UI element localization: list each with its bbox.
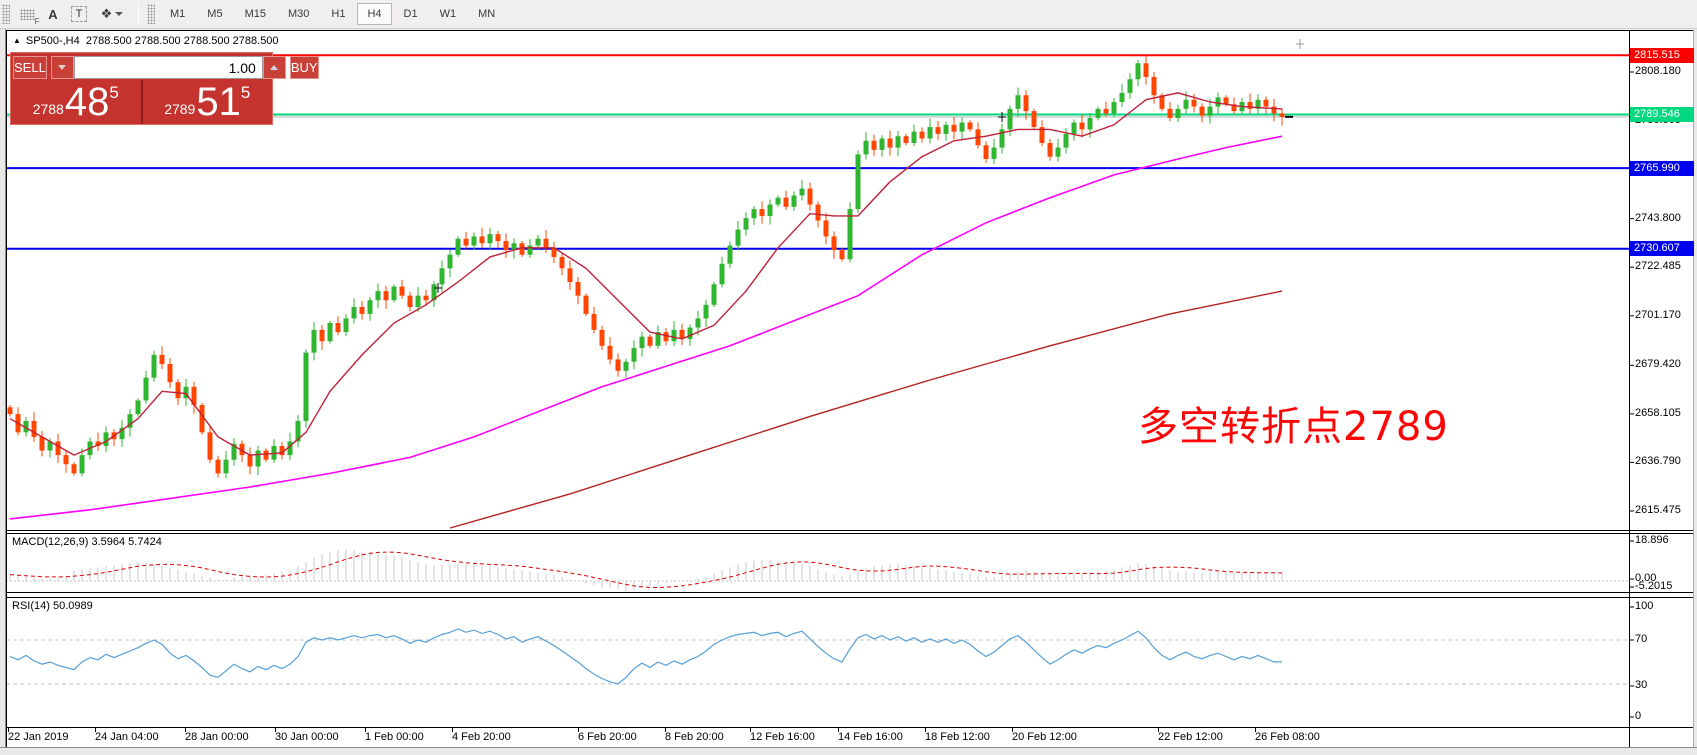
timeframe-m15[interactable]: M15 — [235, 3, 276, 25]
ohlc-values: 2788.500 2788.500 2788.500 2788.500 — [85, 35, 279, 47]
indicator-tick-label: 30 — [1635, 679, 1648, 691]
time-tick-label: 1 Feb 00:00 — [365, 731, 424, 743]
macd-indicator-label: MACD(12,26,9) 3.5964 5.7424 — [12, 536, 162, 548]
toolbar-drag-handle[interactable] — [2, 4, 10, 24]
timeframe-h4[interactable]: H4 — [357, 3, 392, 25]
price-tick-label: 2679.420 — [1635, 358, 1681, 371]
chevron-down-icon — [58, 65, 67, 70]
price-divider — [140, 80, 143, 124]
chevron-up-icon — [270, 65, 279, 70]
time-tick-label: 22 Feb 12:00 — [1158, 731, 1223, 743]
price-tick-label: 2658.105 — [1635, 406, 1681, 419]
price-tick-label: 2701.170 — [1635, 308, 1681, 321]
indicator-tick-label: 0.00 — [1635, 572, 1657, 584]
time-tick-label: 6 Feb 20:00 — [578, 731, 637, 743]
timeframe-m5[interactable]: M5 — [197, 3, 232, 25]
text-tool-icon[interactable]: T — [66, 3, 92, 25]
price-tick-label: 2743.800 — [1635, 211, 1681, 224]
volume-input[interactable] — [73, 56, 263, 79]
price-level-tag: 2815.515 — [1630, 47, 1694, 63]
time-tick-label: 22 Jan 2019 — [8, 731, 69, 743]
timeframe-m1[interactable]: M1 — [160, 3, 195, 25]
indicator-tick-label: 70 — [1635, 633, 1648, 645]
timeframe-buttons: M1 M5 M15 M30 H1 H4 D1 W1 MN — [159, 3, 506, 25]
text-label-icon[interactable]: A — [48, 6, 58, 22]
timeframe-d1[interactable]: D1 — [394, 3, 428, 25]
time-tick-label: 14 Feb 16:00 — [838, 731, 903, 743]
price-tick-label: 2636.790 — [1635, 455, 1681, 468]
time-tick-label: 24 Jan 04:00 — [95, 731, 159, 743]
time-tick-label: 30 Jan 00:00 — [275, 731, 339, 743]
timeframe-h1[interactable]: H1 — [321, 3, 355, 25]
timeframes-drag-handle[interactable] — [147, 4, 155, 24]
symbol-period-label: SP500-,H4 — [25, 35, 80, 47]
chart-background[interactable] — [6, 30, 1694, 747]
timeframe-mn[interactable]: MN — [468, 3, 505, 25]
bottom-window-edge — [0, 747, 1697, 755]
time-tick-label: 12 Feb 16:00 — [750, 731, 815, 743]
price-level-tag: 2765.990 — [1630, 160, 1694, 176]
time-tick-label: 26 Feb 08:00 — [1255, 731, 1320, 743]
price-tick-label: 2722.485 — [1635, 260, 1681, 273]
toolbar-separator — [138, 3, 139, 25]
rsi-indicator-label: RSI(14) 50.0989 — [12, 600, 93, 612]
time-tick-label: 20 Feb 12:00 — [1012, 731, 1077, 743]
indicator-tick-label: 0 — [1635, 710, 1642, 722]
time-tick-label: 4 Feb 20:00 — [452, 731, 511, 743]
volume-increase-button[interactable] — [262, 56, 286, 79]
indicator-tick-label: 18.896 — [1635, 534, 1669, 546]
price-level-tag: 2730.607 — [1630, 241, 1694, 257]
indicator-tick-label: 100 — [1635, 600, 1654, 612]
price-tick-label: 2808.180 — [1635, 65, 1681, 77]
indicator-grid-icon[interactable]: F — [14, 3, 40, 26]
buy-button[interactable]: BUY — [289, 56, 319, 79]
volume-decrease-button[interactable] — [50, 56, 74, 79]
chart-annotation: 多空转折点2789 — [1138, 404, 1449, 450]
chevron-down-icon — [115, 12, 124, 16]
sell-button[interactable]: SELL — [13, 56, 47, 79]
collapse-triangle-icon[interactable]: ▲ — [13, 36, 21, 45]
chart-title: ▲ SP500-,H4 2788.500 2788.500 2788.500 27… — [13, 35, 279, 47]
price-level-tag: 2789.546 — [1630, 106, 1694, 122]
volume-control — [50, 56, 286, 79]
objects-icon[interactable]: ❖ — [92, 3, 132, 25]
time-tick-label: 28 Jan 00:00 — [185, 731, 249, 743]
left-window-edge — [0, 29, 6, 755]
timeframe-m30[interactable]: M30 — [278, 3, 319, 25]
price-tick-label: 2615.475 — [1635, 504, 1681, 516]
time-tick-label: 8 Feb 20:00 — [665, 731, 724, 743]
right-window-edge — [1694, 29, 1697, 755]
buy-price[interactable]: 2789 51 5 — [164, 80, 251, 124]
time-tick-label: 18 Feb 12:00 — [925, 731, 990, 743]
indicator-tick-label: -5.2015 — [1635, 580, 1673, 592]
toolbar: F A T ❖ M1 M5 M15 M30 H1 H4 D1 W1 MN — [0, 0, 1697, 29]
timeframe-w1[interactable]: W1 — [430, 3, 467, 25]
sell-price[interactable]: 2788 48 5 — [32, 80, 119, 124]
